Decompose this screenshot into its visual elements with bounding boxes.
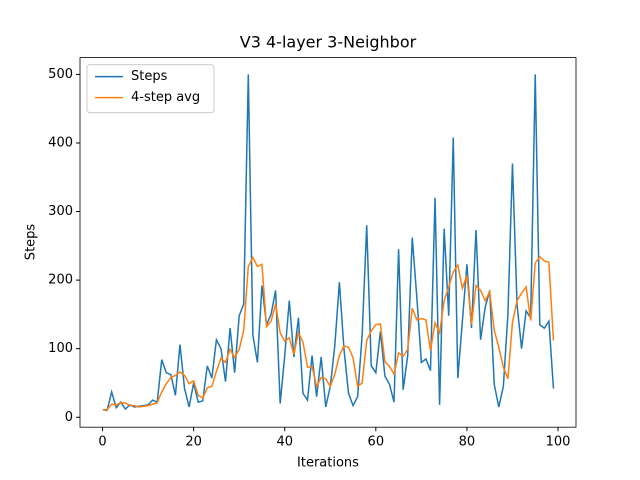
x-tick-label: 80: [459, 435, 476, 450]
line: [102, 255, 555, 411]
x-axis-label: Iterations: [297, 456, 359, 471]
plot-frame: [79, 57, 577, 428]
y-tick-label: 0: [65, 410, 73, 425]
y-tick-label: 100: [48, 341, 73, 356]
x-tick-label: 0: [98, 435, 106, 450]
x-tick-label: 40: [276, 435, 293, 450]
y-tick-label: 300: [48, 204, 73, 219]
x-tick-label: 100: [546, 435, 571, 450]
y-axis-label: Steps: [24, 224, 39, 261]
y-tick-label: 200: [48, 273, 73, 288]
chart-title: V3 4-layer 3-Neighbor: [240, 33, 417, 52]
y-tick-label: 500: [48, 67, 73, 82]
y-tick-label: 400: [48, 135, 73, 150]
line: [102, 74, 555, 412]
x-tick-label: 60: [368, 435, 385, 450]
x-tick-label: 20: [185, 435, 202, 450]
legend-label: 4-step avg: [131, 90, 200, 105]
legend-label: Steps: [131, 69, 168, 84]
